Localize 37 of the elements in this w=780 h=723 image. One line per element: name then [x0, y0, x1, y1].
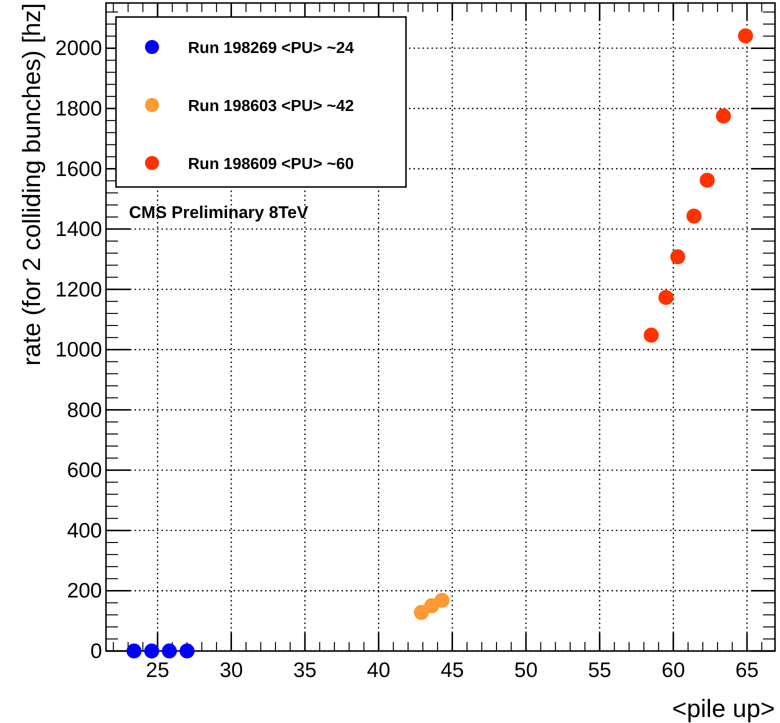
y-tick-label: 2000 [55, 37, 102, 60]
x-tick-label: 35 [293, 659, 317, 682]
point [414, 604, 429, 620]
x-tick-label: 30 [220, 659, 243, 682]
point [434, 592, 450, 608]
y-tick-label: 1600 [55, 158, 102, 181]
x-tick-label: 40 [366, 659, 390, 682]
x-tick-label: 55 [588, 659, 612, 682]
y-tick-label: 600 [66, 459, 102, 482]
legend-label: Run 198269 <PU> ~24 [188, 40, 354, 57]
point [180, 644, 195, 658]
x-tick-label: 45 [440, 659, 464, 682]
y-tick-label: 1200 [55, 278, 102, 302]
y-tick-label: 200 [66, 580, 102, 603]
y-axis-title: rate (for 2 colliding bunches) [hz] [18, 3, 46, 366]
point [700, 172, 715, 188]
legend-label: Run 198609 <PU> ~60 [188, 156, 354, 173]
y-tick-label: 1800 [55, 97, 102, 120]
y-tick-label: 0 [90, 640, 102, 663]
legend-label: Run 198603 <PU> ~42 [188, 98, 354, 115]
x-tick-label: 25 [146, 659, 170, 682]
point [162, 644, 177, 658]
point [644, 328, 659, 343]
y-tick-label: 1000 [55, 338, 102, 362]
point [716, 108, 731, 124]
annotation: CMS Preliminary 8TeV [129, 203, 309, 222]
point [738, 28, 754, 44]
point [686, 208, 702, 224]
x-tick-label: 50 [514, 659, 538, 682]
x-tick-label: 65 [735, 659, 759, 682]
x-tick-label: 60 [662, 659, 686, 682]
y-tick-label: 400 [66, 519, 102, 542]
point [670, 249, 686, 264]
y-tick-label: 1400 [55, 218, 102, 242]
x-axis-title: <pile up> [672, 695, 775, 723]
point [658, 290, 674, 305]
y-tick-label: 800 [66, 398, 102, 422]
